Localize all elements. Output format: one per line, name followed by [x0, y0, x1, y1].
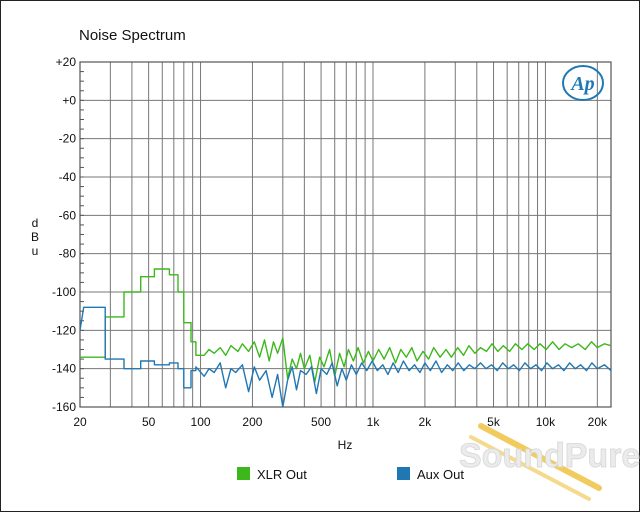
legend-swatch [397, 467, 410, 480]
x-tick-label: 2k [419, 415, 433, 429]
y-tick-label: -120 [52, 323, 76, 337]
x-tick-label: 5k [487, 415, 501, 429]
ap-logo: Ap [562, 65, 604, 101]
y-tick-label: -40 [59, 170, 77, 184]
x-tick-label: 50 [142, 415, 156, 429]
series-line-aux-out [80, 306, 611, 407]
y-tick-label: -100 [52, 285, 76, 299]
grid [80, 62, 611, 407]
y-tick-label: +20 [56, 55, 77, 69]
y-axis-ticks: +20 +0 -20 -40 -60 -80 -100 -120 -140 -160 [52, 55, 84, 414]
x-tick-label: 100 [191, 415, 211, 429]
x-tick-label: 20 [73, 415, 87, 429]
series-line-xlr-out [80, 268, 611, 383]
y-tick-label: -60 [59, 208, 77, 222]
legend-label: Aux Out [417, 467, 464, 482]
y-tick-label: +0 [62, 93, 76, 107]
x-tick-label: 10k [536, 415, 556, 429]
plot-area-border [79, 61, 612, 408]
y-tick-label: -140 [52, 362, 76, 376]
x-axis-ticks: 20 50 100 200 500 1k 2k 5k 10k 20k [73, 415, 608, 429]
soundpure-watermark: SoundPure [459, 423, 640, 501]
x-tick-label: 500 [311, 415, 331, 429]
ap-logo-text: Ap [569, 73, 594, 95]
y-tick-label: -160 [52, 400, 76, 414]
series-lines [80, 268, 611, 407]
watermark-text: SoundPure [459, 437, 640, 475]
legend-label: XLR Out [257, 467, 307, 482]
legend: XLR Out Aux Out [237, 467, 464, 482]
x-axis-label: Hz [338, 438, 353, 452]
y-tick-label: -80 [59, 247, 77, 261]
x-tick-label: 1k [367, 415, 381, 429]
x-tick-label: 20k [588, 415, 608, 429]
chart-title: Noise Spectrum [79, 27, 186, 44]
y-tick-label: -20 [59, 132, 77, 146]
legend-swatch [237, 467, 250, 480]
x-tick-label: 200 [242, 415, 262, 429]
